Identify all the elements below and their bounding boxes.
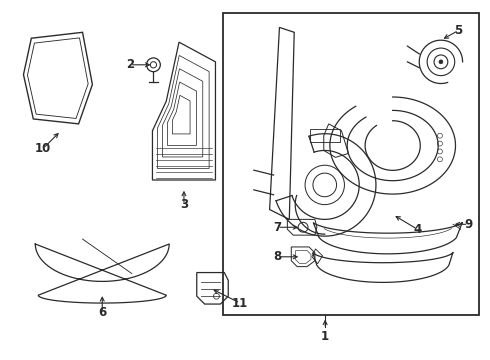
Text: 10: 10 bbox=[35, 142, 51, 155]
Text: 4: 4 bbox=[413, 223, 421, 236]
Text: 6: 6 bbox=[98, 306, 106, 319]
Text: 8: 8 bbox=[273, 250, 282, 263]
Circle shape bbox=[439, 60, 443, 64]
Text: 3: 3 bbox=[180, 198, 188, 211]
Text: 7: 7 bbox=[273, 221, 282, 234]
Bar bbox=[223, 13, 479, 315]
Text: 11: 11 bbox=[232, 297, 248, 310]
Text: 2: 2 bbox=[126, 58, 134, 71]
Text: 1: 1 bbox=[321, 330, 329, 343]
Text: 5: 5 bbox=[455, 24, 463, 37]
Text: 9: 9 bbox=[465, 218, 473, 231]
